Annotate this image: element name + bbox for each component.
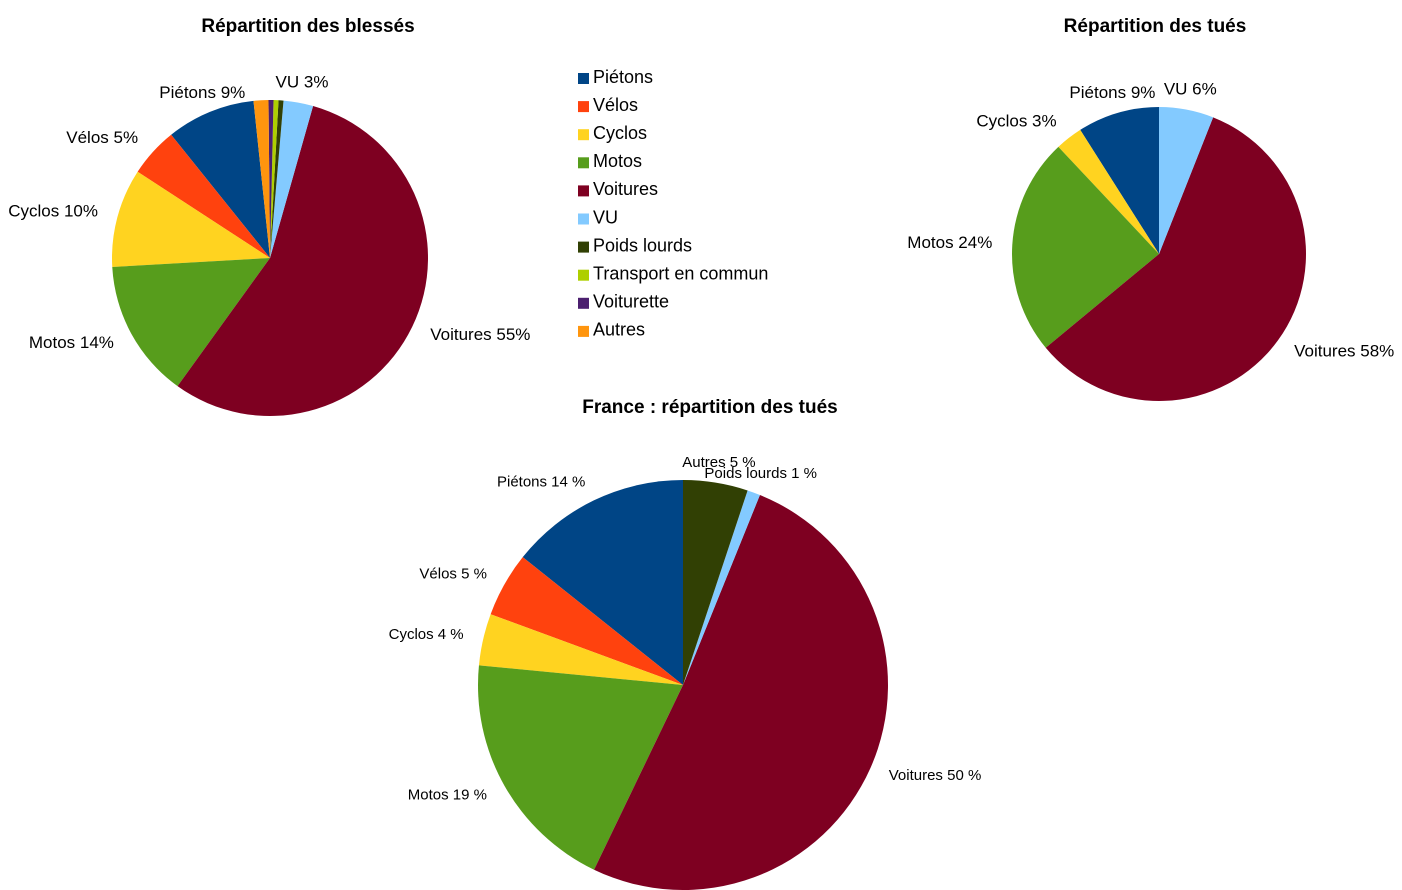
legend-label: Transport en commun [593, 263, 768, 283]
data-label: Poids lourds 1 % [704, 465, 817, 482]
chart-title: Répartition des tués [1064, 16, 1247, 37]
data-label: VU 6% [1164, 79, 1217, 98]
legend-swatch [578, 157, 589, 169]
data-label: Cyclos 10% [8, 202, 98, 221]
chart-title: France : répartition des tués [582, 397, 838, 418]
data-label: Cyclos 4 % [389, 626, 464, 643]
pie-slice [683, 490, 760, 685]
pie-slice [268, 100, 274, 258]
pie-slice [1058, 129, 1159, 254]
pie-slice [270, 100, 279, 259]
data-label: Piétons 9% [1069, 83, 1155, 102]
data-label: Vélos 5% [66, 128, 138, 147]
legend-swatch [578, 241, 589, 253]
data-label: Motos 14% [29, 333, 114, 352]
data-label: Voitures 58% [1294, 342, 1394, 361]
pie-slice [522, 480, 683, 685]
legend-label: Piétons [593, 67, 653, 87]
pie-slice [137, 134, 270, 258]
pie-slice [1080, 107, 1159, 254]
legend-label: Poids lourds [593, 235, 692, 255]
data-label: Piétons 14 % [497, 473, 585, 490]
data-label: Voitures 50 % [889, 767, 982, 784]
data-label: VU 3% [276, 72, 329, 91]
pie-slice [478, 614, 683, 685]
pie-slice [253, 100, 270, 258]
pie-slice [177, 105, 429, 416]
legend-label: VU [593, 207, 618, 227]
legend-label: Autres [593, 320, 645, 340]
legend-label: Motos [593, 151, 642, 171]
legend-label: Cyclos [593, 123, 647, 143]
pie-slice [1011, 146, 1159, 348]
pie-slice [112, 258, 270, 387]
legend-swatch [578, 297, 589, 309]
pie-slice [171, 100, 270, 258]
pie-slice [683, 480, 748, 685]
pie-slice [270, 100, 284, 258]
chart-title: Répartition des blessés [201, 16, 414, 37]
data-label: Piétons 9% [159, 83, 245, 102]
data-label: Motos 19 % [408, 786, 487, 803]
data-label: Voitures 55% [430, 325, 530, 344]
pie-slice [478, 665, 683, 870]
legend-label: Vélos [593, 95, 638, 115]
pie-slice [594, 494, 888, 890]
legend-label: Voiturette [593, 292, 669, 312]
legend-swatch [578, 269, 589, 281]
data-label: Motos 24% [907, 233, 992, 252]
data-label: Cyclos 3% [976, 112, 1056, 131]
pie-slice [270, 100, 314, 258]
legend-swatch [578, 101, 589, 113]
pie-slice [1159, 107, 1214, 254]
data-label: Vélos 5 % [419, 566, 487, 583]
data-label: Autres 5 % [682, 454, 755, 471]
legend-swatch [578, 129, 589, 141]
legend-swatch [578, 213, 589, 225]
legend-swatch [578, 73, 589, 84]
pie-slice [112, 171, 270, 268]
legend-label: Voitures [593, 179, 658, 199]
legend-swatch [578, 325, 589, 337]
pie-slice [490, 557, 683, 685]
pie-slice [1045, 117, 1306, 401]
legend-swatch [578, 185, 589, 197]
